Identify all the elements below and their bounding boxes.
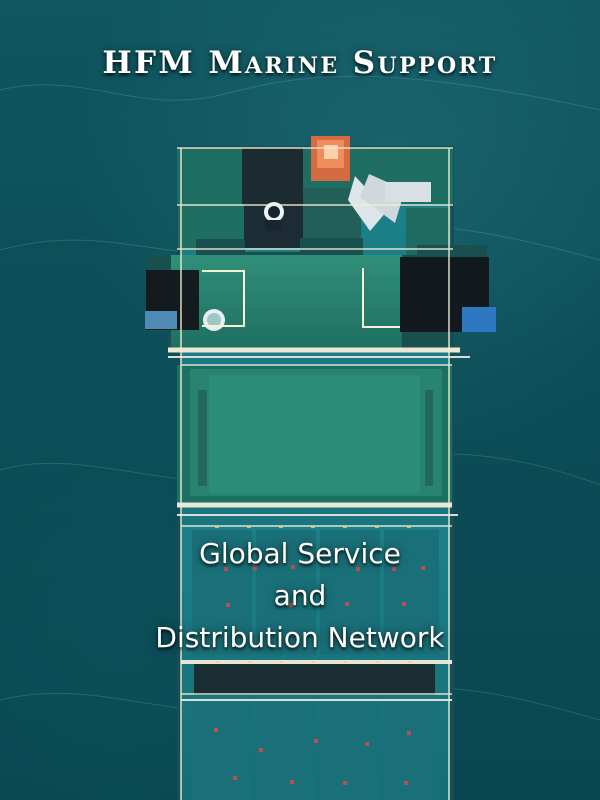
tagline-line-2: and xyxy=(273,579,327,612)
container-rows xyxy=(181,526,452,800)
container-lashings xyxy=(215,526,411,663)
hatch-section xyxy=(177,365,458,516)
rail-details xyxy=(177,147,453,800)
brand-title: HFM Marine Support xyxy=(102,45,498,81)
tagline: Global Service and Distribution Network xyxy=(0,533,600,659)
tagline-line-1: Global Service xyxy=(199,537,401,570)
deck-markings xyxy=(214,565,425,785)
tagline-line-3: Distribution Network xyxy=(155,621,445,654)
mid-superstructure xyxy=(145,238,496,358)
title-band: HFM Marine Support xyxy=(0,48,600,79)
